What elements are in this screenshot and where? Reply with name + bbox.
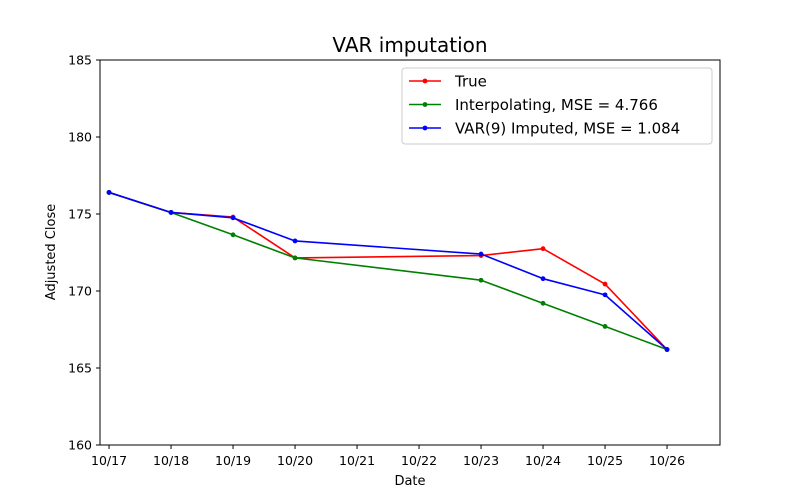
data-point: [106, 190, 112, 195]
legend-swatch-marker: [422, 125, 428, 131]
x-axis: 10/17 10/18 10/19 10/20 10/21 10/22 10/23 10/24…: [91, 445, 685, 468]
data-point: [602, 324, 608, 329]
data-point: [602, 292, 608, 298]
data-point: [230, 232, 236, 238]
legend-label: True: [454, 73, 487, 91]
legend-swatch-marker: [422, 102, 428, 107]
y-axis-label: Adjusted Close: [44, 204, 59, 300]
data-point: [478, 277, 484, 283]
data-point: [602, 281, 608, 287]
data-point: [230, 215, 236, 221]
plot-area: [99, 59, 721, 446]
x-tick-label: 10/26: [649, 453, 685, 468]
y-tick-label: 175: [68, 207, 92, 222]
series-line-3: [108, 191, 668, 351]
data-point: [292, 238, 298, 244]
y-tick-label: 170: [68, 284, 92, 299]
x-tick-label: 10/25: [587, 453, 623, 468]
y-axis: 160 165 170 175 180 185: [68, 53, 100, 453]
x-tick-label: 10/22: [401, 453, 437, 468]
chart-title: VAR imputation: [332, 33, 487, 57]
y-tick-label: 180: [68, 130, 92, 145]
y-tick-label: 185: [68, 53, 92, 68]
data-point: [540, 246, 546, 252]
series-line-2: [108, 191, 668, 351]
data-point: [664, 347, 670, 352]
data-point: [478, 251, 484, 257]
series-layer: [106, 190, 670, 352]
y-tick-label: 165: [68, 361, 92, 376]
y-tick-label: 160: [68, 438, 92, 453]
legend: True Interpolating, MSE = 4.766 VAR(9) Imp…: [401, 67, 713, 145]
x-tick-label: 10/24: [525, 453, 561, 468]
legend-label: VAR(9) Imputed, MSE = 1.084: [455, 120, 680, 138]
data-point: [292, 255, 298, 261]
series-line-1: [108, 191, 668, 351]
legend-swatch-marker: [422, 78, 428, 84]
data-point: [540, 300, 546, 306]
data-point: [540, 276, 546, 282]
plot-frame: [99, 59, 721, 446]
legend-box: [401, 67, 713, 145]
data-point: [168, 210, 174, 215]
x-tick-label: 10/23: [463, 453, 499, 468]
x-tick-label: 10/21: [339, 453, 375, 468]
x-axis-label: Date: [394, 474, 425, 489]
legend-label: Interpolating, MSE = 4.766: [455, 96, 658, 114]
x-tick-label: 10/20: [277, 453, 313, 468]
x-tick-label: 10/19: [215, 453, 251, 468]
x-tick-label: 10/17: [91, 453, 127, 468]
x-tick-label: 10/18: [153, 453, 189, 468]
